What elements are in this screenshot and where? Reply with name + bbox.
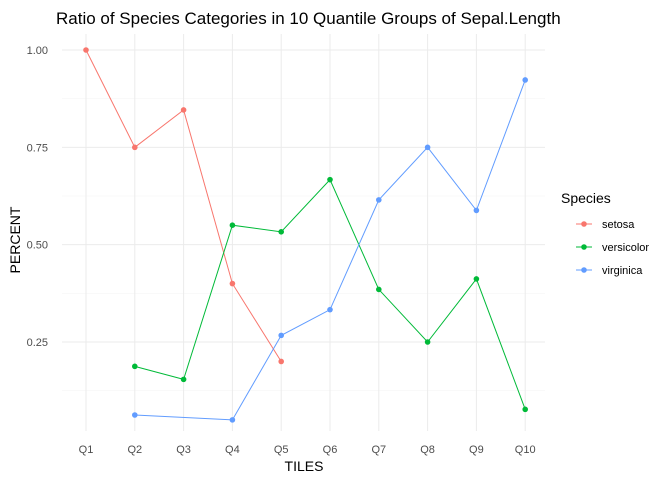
series-line-virginica [134,79,526,421]
y-tick-labels: 0.25 0.50 0.75 1.00 [27,45,48,349]
data-point-setosa [278,358,285,365]
data-point-virginica [327,306,333,313]
data-point-virginica [278,332,285,339]
x-tick-label: Q4 [225,444,240,456]
data-point-versicolor [522,406,528,413]
data-point-virginica [424,144,431,151]
data-point-versicolor [278,229,285,235]
x-axis-title: TILES [285,458,324,474]
x-tick-label: Q7 [371,444,386,456]
x-tick-labels: Q1 Q2 Q3 Q4 Q5 Q6 Q7 Q8 Q9 Q10 [79,444,536,456]
legend-label: virginica [602,265,643,277]
y-tick-label: 0.50 [27,240,48,252]
data-point-setosa [180,107,187,113]
legend: Species setosa versicolor virginica [561,190,649,277]
data-point-virginica [132,412,138,418]
data-point-setosa [132,144,138,151]
y-tick-label: 1.00 [27,45,48,57]
x-tick-label: Q9 [469,444,484,456]
series-versicolor [132,176,528,413]
data-point-versicolor [132,363,138,370]
x-tick-label: Q8 [420,444,435,456]
legend-key-point [581,244,587,250]
legend-label: versicolor [602,242,649,254]
data-point-virginica [473,207,480,214]
chart-title: Ratio of Species Categories in 10 Quanti… [56,9,561,28]
x-tick-label: Q1 [79,444,94,456]
data-point-virginica [229,417,236,423]
legend-label: setosa [602,219,635,231]
data-point-versicolor [473,276,480,282]
data-point-versicolor [229,222,236,228]
y-axis-title: PERCENT [7,206,23,273]
series-setosa [83,47,285,365]
data-point-versicolor [180,376,187,383]
data-point-versicolor [376,286,382,293]
series-virginica [132,77,528,423]
x-tick-label: Q5 [274,444,289,456]
legend-item-versicolor: versicolor [576,242,649,254]
y-tick-label: 0.25 [27,337,48,349]
grid [62,34,545,431]
data-point-versicolor [327,176,333,183]
legend-items: setosa versicolor virginica [576,219,649,277]
y-tick-label: 0.75 [27,142,48,154]
data-point-virginica [376,197,382,203]
legend-key-point [581,267,587,273]
x-tick-label: Q2 [127,444,142,456]
x-tick-label: Q3 [176,444,191,456]
legend-item-virginica: virginica [576,265,643,277]
series-layer [83,47,528,423]
x-tick-label: Q6 [323,444,338,456]
data-point-versicolor [424,339,431,345]
data-point-virginica [522,77,528,83]
x-tick-label: Q10 [515,444,536,456]
legend-key-point [581,221,587,227]
legend-title: Species [561,190,611,206]
legend-item-setosa: setosa [576,219,635,231]
data-point-setosa [83,47,89,53]
data-point-setosa [229,280,236,287]
